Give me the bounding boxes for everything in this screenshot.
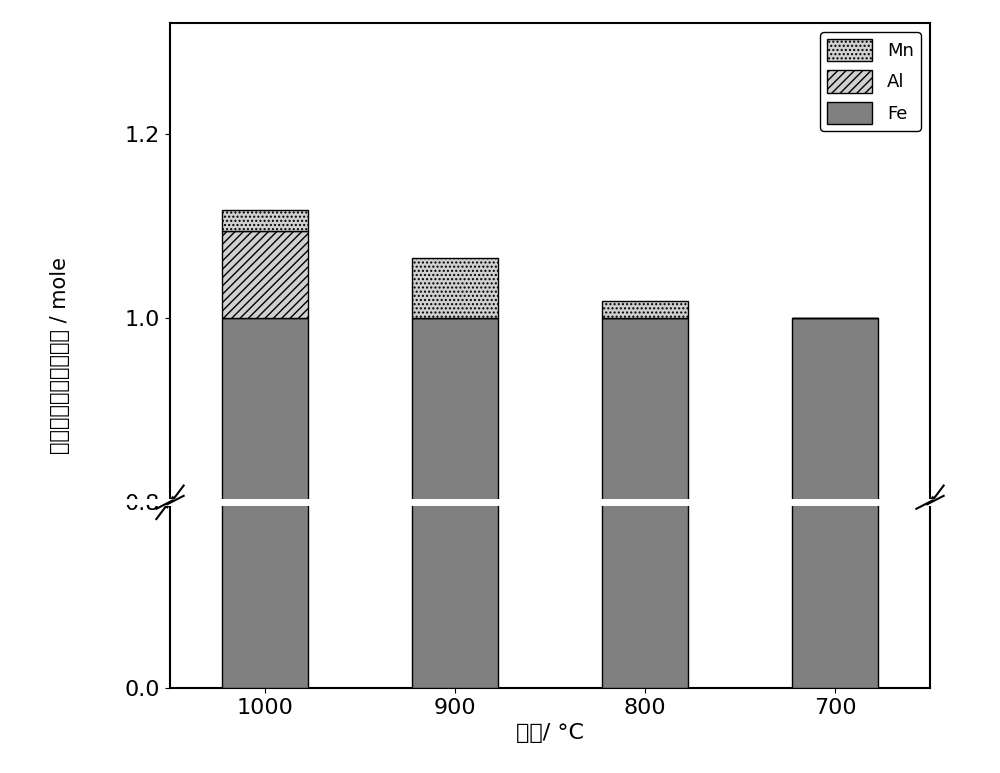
Bar bbox=[222, 210, 308, 230]
Bar bbox=[412, 455, 498, 688]
Bar bbox=[602, 455, 688, 688]
X-axis label: 温度/ °C: 温度/ °C bbox=[516, 724, 584, 744]
Bar bbox=[792, 455, 878, 688]
Bar bbox=[602, 450, 688, 455]
Bar bbox=[792, 318, 878, 773]
Bar bbox=[222, 432, 308, 455]
Bar bbox=[412, 439, 498, 455]
Bar bbox=[222, 455, 308, 688]
Bar bbox=[602, 301, 688, 318]
Legend: Mn, Al, Fe: Mn, Al, Fe bbox=[820, 32, 921, 131]
Bar bbox=[602, 318, 688, 773]
Bar bbox=[222, 427, 308, 432]
Bar bbox=[412, 258, 498, 318]
Bar bbox=[222, 230, 308, 318]
Bar bbox=[412, 318, 498, 773]
Text: 冷凝物质的组成与含酷 / mole: 冷凝物质的组成与含酷 / mole bbox=[50, 257, 70, 454]
Bar bbox=[222, 318, 308, 773]
